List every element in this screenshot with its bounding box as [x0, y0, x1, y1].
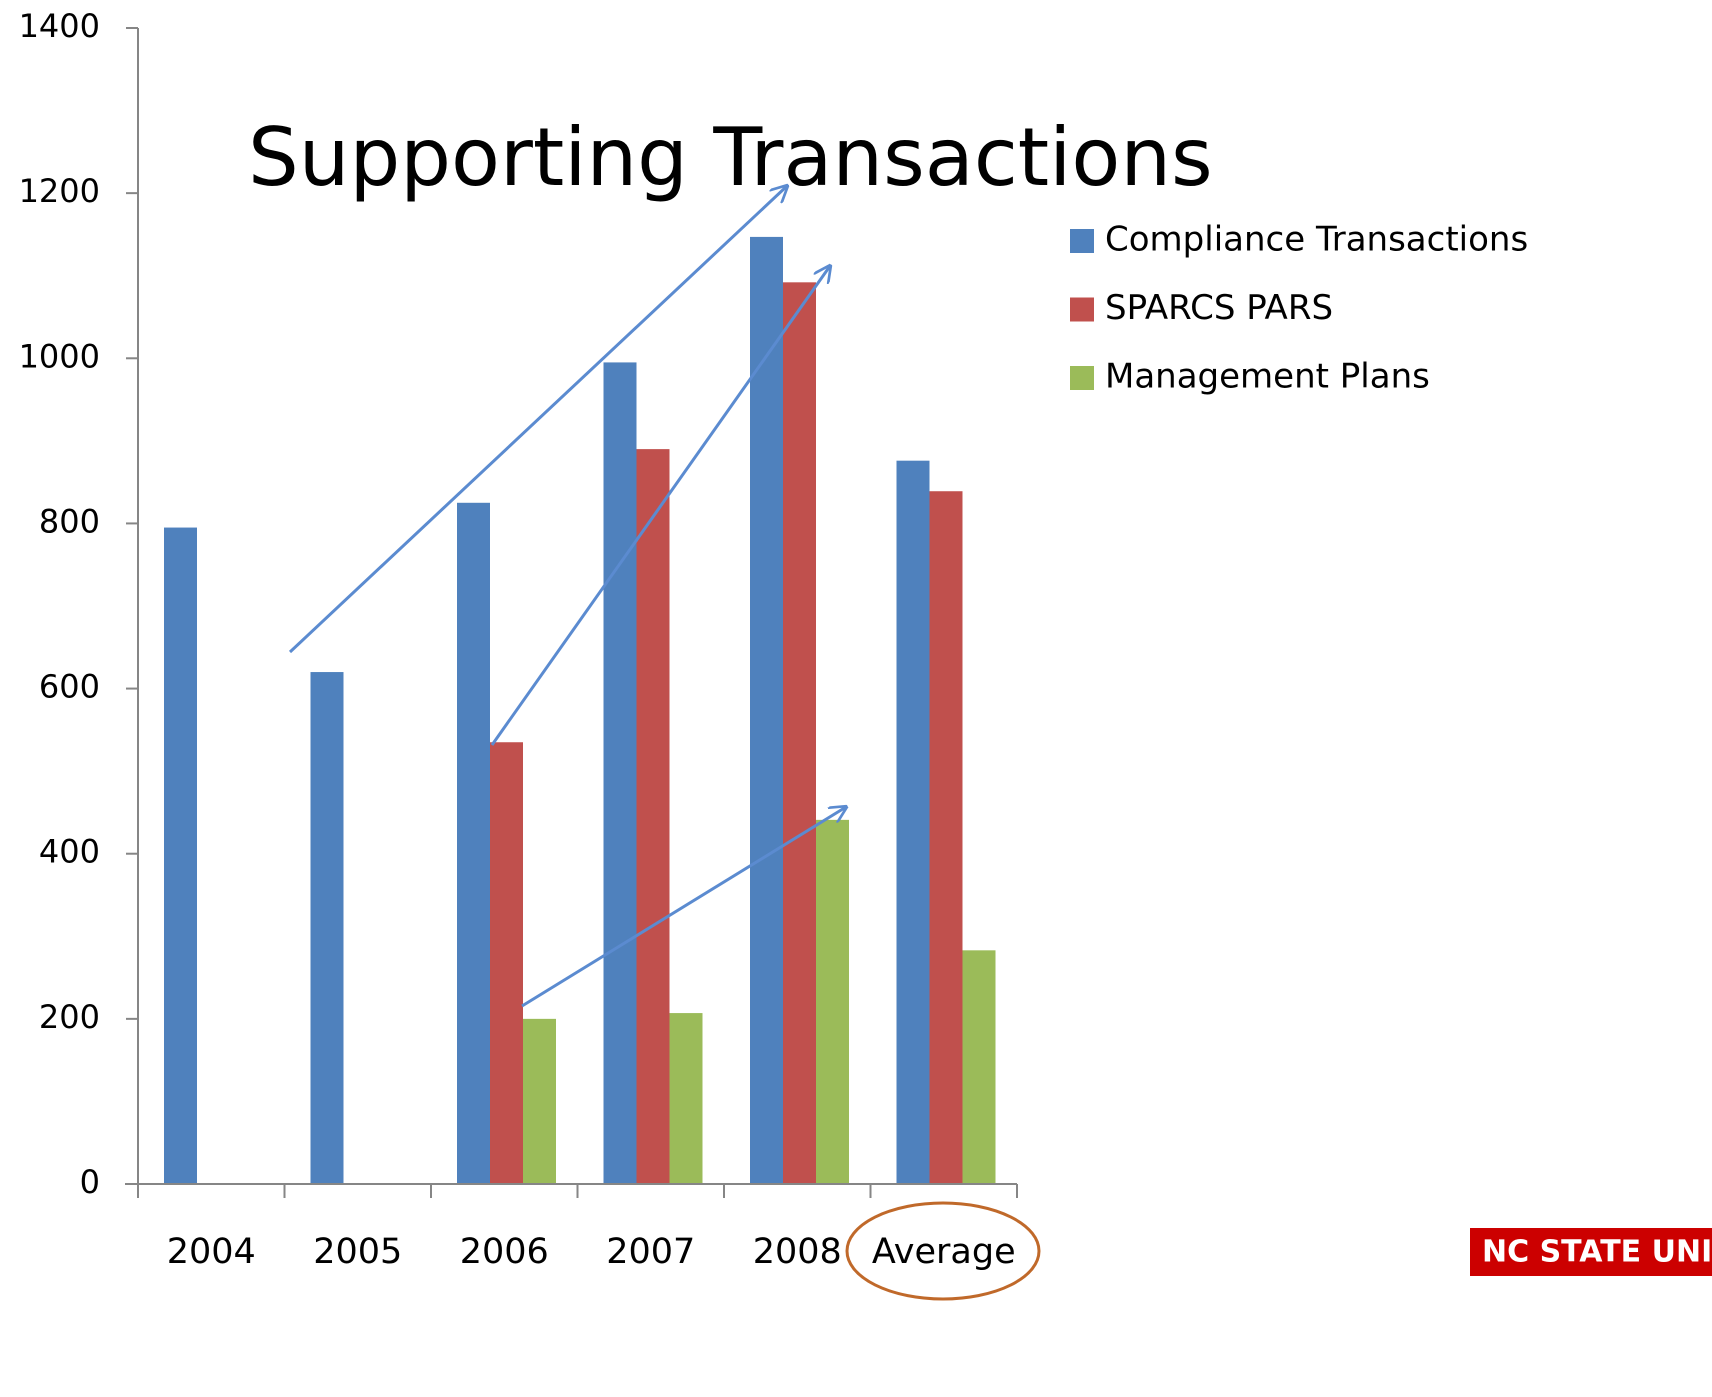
bar [457, 502, 490, 1184]
x-tick-label: Average [872, 1232, 1016, 1272]
bar [636, 449, 670, 1185]
bar [750, 236, 783, 1185]
y-tick-label: 0 [80, 1163, 100, 1201]
y-tick-label: 200 [39, 998, 100, 1036]
logo-bar [1470, 1228, 1712, 1276]
bar [929, 491, 963, 1184]
x-tick-label: 2006 [460, 1232, 549, 1272]
bar [816, 819, 849, 1184]
y-tick-label: 800 [39, 502, 100, 540]
y-tick-label: 400 [39, 833, 100, 871]
legend-swatch [1070, 297, 1094, 322]
bar [523, 1018, 556, 1184]
logo: NC STATE UNIVER [1482, 1235, 1712, 1270]
bar [783, 282, 816, 1184]
bar [164, 527, 197, 1184]
legend-label: SPARCS PARS [1105, 288, 1333, 328]
x-tick-label: 2004 [167, 1232, 256, 1272]
bar [603, 362, 637, 1184]
bar [669, 1013, 703, 1184]
legend-swatch [1070, 366, 1094, 390]
x-tick-label: 2008 [753, 1232, 842, 1272]
plot-area [164, 236, 996, 1185]
bar [310, 672, 344, 1184]
chart-title: Supporting Transactions [248, 111, 1213, 204]
legend-label: Management Plans [1105, 357, 1430, 397]
x-tick-label: 2007 [606, 1232, 695, 1272]
y-tick-label: 600 [39, 668, 100, 706]
y-tick-label: 1000 [19, 337, 100, 375]
x-tick-label: 2005 [313, 1232, 402, 1272]
bar [490, 742, 523, 1184]
bar [896, 460, 930, 1184]
y-tick-label: 1200 [19, 172, 100, 210]
bar [962, 950, 996, 1184]
y-tick-label: 1400 [19, 7, 100, 45]
highlight-circle [845, 1201, 1041, 1301]
trend-arrow [490, 266, 830, 746]
legend-swatch [1070, 229, 1094, 253]
trend-arrow [288, 186, 787, 654]
trend-arrow [521, 807, 846, 1008]
legend-label: Compliance Transactions [1105, 220, 1528, 260]
